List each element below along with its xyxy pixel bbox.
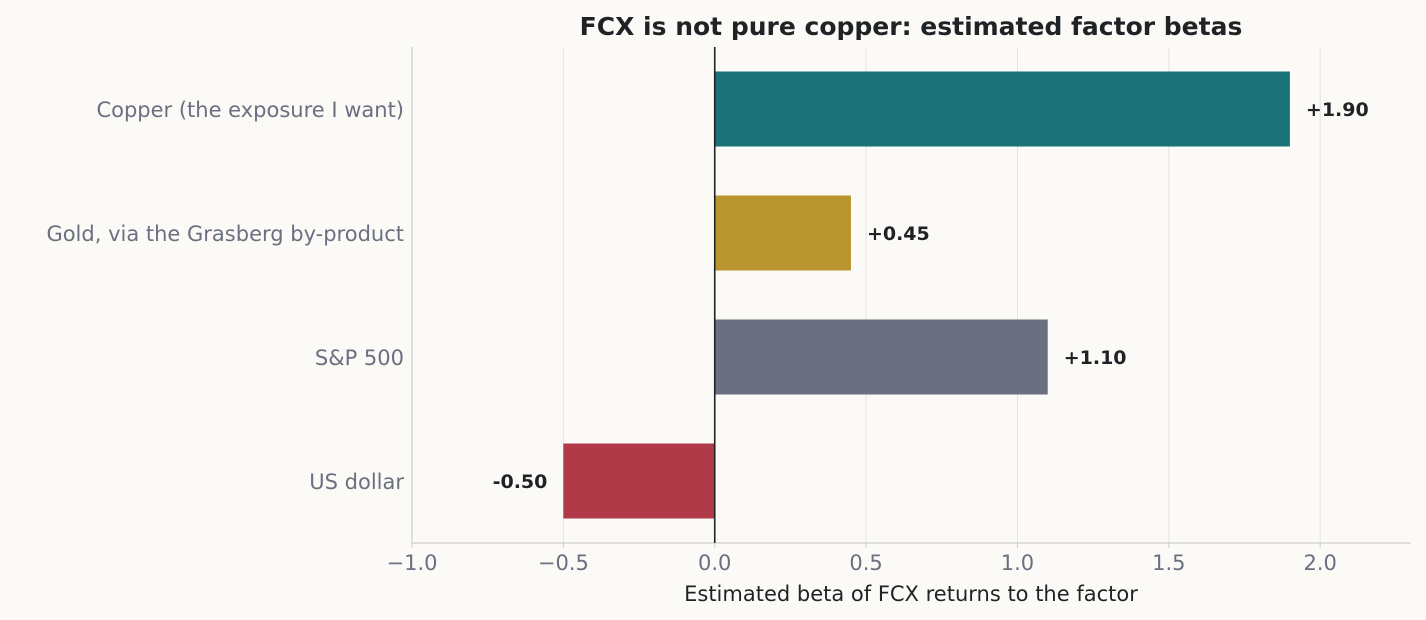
bar-value-label: +0.45 [867, 223, 930, 245]
bar-value-label: -0.50 [493, 471, 548, 493]
bar [563, 443, 715, 519]
y-category-label: S&P 500 [315, 346, 404, 370]
x-tick-label: 0.5 [849, 551, 882, 575]
bar [714, 71, 1290, 147]
chart-title: FCX is not pure copper: estimated factor… [580, 12, 1243, 41]
bar [714, 195, 851, 271]
y-category-label: Copper (the exposure I want) [96, 98, 404, 122]
y-category-label: Gold, via the Grasberg by-product [46, 222, 404, 246]
x-tick-label: −0.5 [538, 551, 589, 575]
label-layer: −1.0 −0.5 0.0 0.5 1.0 1.5 2.0 Copper (the expos… [46, 98, 1368, 575]
x-tick-label: 0.0 [698, 551, 731, 575]
bar-value-label: +1.10 [1064, 347, 1127, 369]
x-tick-label: −1.0 [387, 551, 438, 575]
axis-layer [411, 47, 1411, 548]
bar-value-label: +1.90 [1306, 99, 1369, 121]
x-tick-label: 2.0 [1303, 551, 1336, 575]
bar [714, 319, 1048, 395]
y-category-label: US dollar [309, 470, 404, 494]
x-axis-title: Estimated beta of FCX returns to the fac… [684, 582, 1138, 606]
x-tick-label: 1.0 [1001, 551, 1034, 575]
bar-layer [563, 71, 1290, 519]
x-tick-label: 1.5 [1152, 551, 1185, 575]
